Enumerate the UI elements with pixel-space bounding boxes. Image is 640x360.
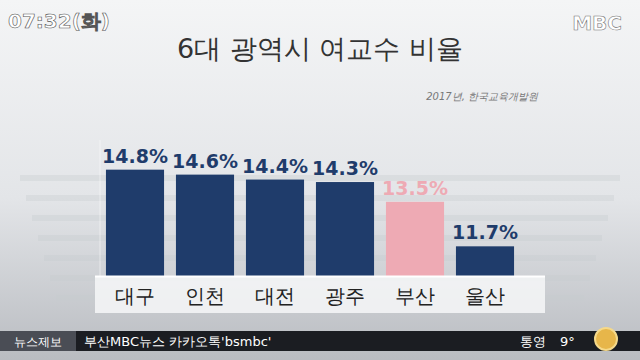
clock: 07:32(화) bbox=[8, 9, 110, 33]
category-label: 인천 bbox=[185, 284, 225, 308]
data-label: 14.4% bbox=[242, 155, 308, 177]
ticker-text: 부산MBC뉴스 카카오톡'bsmbc' bbox=[84, 334, 271, 349]
bar bbox=[176, 175, 234, 276]
bar bbox=[316, 182, 374, 276]
bar bbox=[106, 170, 164, 276]
weather-city: 통영 bbox=[520, 334, 546, 349]
data-label: 13.5% bbox=[382, 177, 448, 199]
weather-icon bbox=[595, 328, 617, 350]
ticker-bar bbox=[0, 331, 640, 351]
ticker-label-box bbox=[0, 331, 76, 351]
weather-temp: 9° bbox=[560, 334, 575, 349]
baseline bbox=[95, 276, 545, 278]
category-label: 울산 bbox=[465, 284, 505, 308]
logo: MBC bbox=[572, 11, 622, 35]
y-axis bbox=[100, 140, 101, 276]
bar bbox=[456, 246, 514, 276]
bar bbox=[386, 202, 444, 276]
source: 2017년, 한국교육개발원 bbox=[426, 91, 539, 102]
canvas: 07:32(화) MBC 6대 광역시 여교수 비율 2017년, 한국교육개발원 14… bbox=[0, 0, 640, 360]
title: 6대 광역시 여교수 비율 bbox=[177, 33, 463, 64]
label-band bbox=[95, 277, 545, 313]
bar bbox=[246, 180, 304, 276]
data-label: 14.8% bbox=[102, 145, 168, 167]
ticker-label: 뉴스제보 bbox=[14, 335, 62, 349]
background bbox=[0, 0, 640, 360]
data-label: 14.6% bbox=[172, 150, 238, 172]
category-label: 부산 bbox=[395, 284, 435, 308]
category-label: 대전 bbox=[255, 284, 295, 308]
category-label: 광주 bbox=[325, 284, 365, 308]
category-label: 대구 bbox=[115, 284, 155, 308]
data-label: 11.7% bbox=[452, 221, 518, 243]
data-label: 14.3% bbox=[312, 157, 378, 179]
